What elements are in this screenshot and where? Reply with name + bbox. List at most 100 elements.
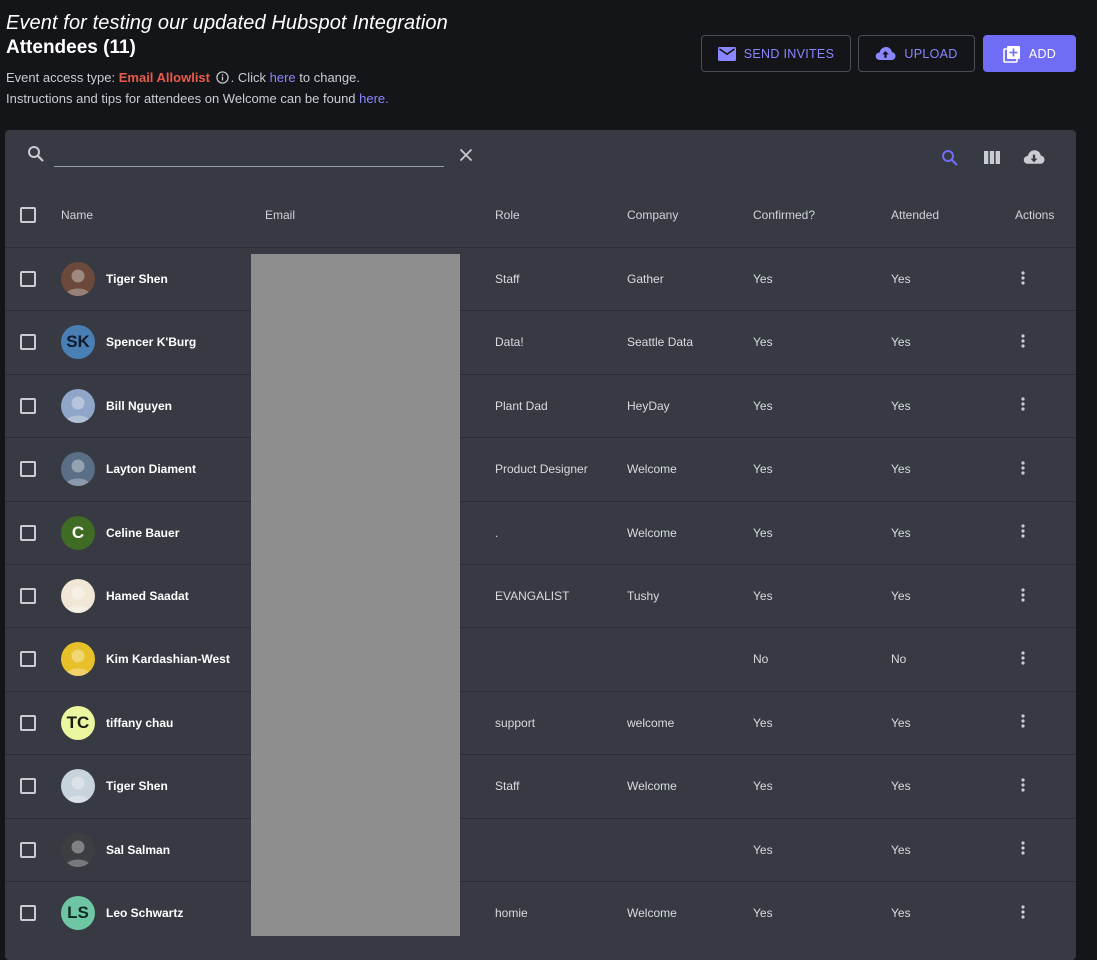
row-actions-button[interactable] [1021, 819, 1025, 881]
name-cell: Sal Salman [61, 819, 170, 881]
search-input[interactable] [54, 142, 444, 167]
avatar-photo [61, 642, 95, 677]
role-cell: Product Designer [495, 462, 588, 477]
attended-cell: Yes [891, 335, 911, 350]
table-row[interactable]: Hamed Saadat EVANGALIST Tushy Yes Yes [5, 564, 1076, 627]
table-row[interactable]: Layton Diament Product Designer Welcome Yes… [5, 437, 1076, 500]
attendee-name: Leo Schwartz [106, 906, 184, 920]
search-toolbar-icon[interactable] [941, 149, 959, 172]
confirmed-cell: Yes [753, 589, 773, 603]
more-vertical-icon [1021, 461, 1025, 478]
header-company[interactable]: Company [627, 208, 679, 222]
table-row[interactable]: Kim Kardashian-West No No [5, 627, 1076, 690]
attended-cell: Yes [891, 589, 911, 603]
upload-button[interactable]: UPLOAD [858, 35, 975, 72]
row-checkbox[interactable] [20, 334, 36, 351]
table-row[interactable]: C Celine Bauer. Welcome Yes Yes [5, 500, 1076, 564]
attendee-name: Spencer K'Burg [106, 335, 197, 350]
select-all-checkbox[interactable] [20, 207, 36, 223]
row-actions-button[interactable] [1021, 692, 1025, 754]
row-checkbox[interactable] [20, 841, 36, 858]
attendee-name: Sal Salman [106, 842, 171, 857]
name-cell: Tiger Shen [61, 755, 168, 817]
row-actions-button[interactable] [1021, 628, 1025, 690]
confirmed-cell: Yes [753, 398, 773, 413]
row-actions-button[interactable] [1021, 502, 1025, 564]
header-confirmed[interactable]: Confirmed? [753, 208, 816, 222]
email-redaction-block [251, 254, 460, 936]
row-checkbox-cell [20, 502, 36, 564]
table-row[interactable]: SK Spencer K'Burg Data! Seattle Data Yes Yes [5, 310, 1076, 373]
table-row[interactable]: Bill Nguyen Plant Dad HeyDay Yes Yes [5, 373, 1076, 437]
confirmed-cell: Yes [753, 842, 773, 857]
change-access-link[interactable]: here [269, 70, 296, 85]
info-icon[interactable] [215, 71, 229, 84]
name-cell: Hamed Saadat [61, 565, 189, 627]
name-cell: Kim Kardashian-West [61, 628, 230, 690]
row-checkbox-cell [20, 248, 36, 310]
confirmed-cell: Yes [753, 272, 773, 286]
confirmed-cell: Yes [753, 525, 773, 540]
columns-icon[interactable] [984, 151, 1000, 169]
avatar: SK [61, 325, 95, 360]
company-cell: HeyDay [627, 398, 670, 413]
row-checkbox[interactable] [20, 778, 36, 795]
attendee-name: Celine Bauer [106, 525, 180, 540]
confirmed-cell: Yes [753, 779, 773, 794]
confirmed-cell: Yes [753, 906, 773, 920]
avatar: TC [61, 705, 95, 740]
row-actions-button[interactable] [1021, 565, 1025, 627]
table-row[interactable]: Tiger Shen Staff Gather Yes Yes [5, 247, 1076, 310]
company-cell: Welcome [627, 525, 677, 540]
row-actions-button[interactable] [1021, 248, 1025, 310]
table-row[interactable]: Sal Salman Yes Yes [5, 817, 1076, 881]
row-actions-button[interactable] [1021, 375, 1025, 437]
row-checkbox[interactable] [20, 905, 36, 921]
row-checkbox[interactable] [20, 524, 36, 541]
row-checkbox[interactable] [20, 714, 36, 731]
header-email[interactable]: Email [265, 208, 296, 222]
row-checkbox[interactable] [20, 271, 36, 287]
company-cell: Welcome [627, 462, 677, 477]
role-cell: homie [495, 906, 528, 920]
more-vertical-icon [1021, 904, 1025, 922]
click-text: . Click [230, 70, 270, 85]
name-cell: Tiger Shen [61, 248, 168, 310]
role-cell: support [495, 715, 536, 730]
attended-cell: Yes [891, 715, 911, 730]
attended-cell: Yes [891, 272, 911, 286]
more-vertical-icon [1021, 397, 1025, 414]
table-row[interactable]: TC tiffany chau support welcome Yes Yes [5, 690, 1076, 754]
attendee-name: tiffany chau [106, 715, 174, 730]
add-button[interactable]: ADD [983, 35, 1076, 72]
row-actions-button[interactable] [1021, 311, 1025, 373]
confirmed-cell: Yes [753, 335, 773, 350]
more-vertical-icon [1021, 334, 1025, 351]
send-invites-button[interactable]: SEND INVITES [701, 35, 851, 72]
mail-icon [717, 46, 736, 61]
row-actions-button[interactable] [1021, 882, 1025, 944]
close-icon[interactable] [459, 148, 473, 167]
role-cell: . [495, 525, 499, 540]
confirmed-cell: No [753, 652, 769, 667]
row-actions-button[interactable] [1021, 755, 1025, 817]
table-row[interactable]: Tiger Shen Staff Welcome Yes Yes [5, 754, 1076, 817]
row-checkbox[interactable] [20, 461, 36, 478]
more-vertical-icon [1021, 778, 1025, 795]
row-actions-button[interactable] [1021, 438, 1025, 500]
company-cell: Welcome [627, 906, 677, 920]
name-cell: TC tiffany chau [61, 692, 173, 754]
instructions-link[interactable]: here. [359, 91, 389, 106]
header-attended[interactable]: Attended [891, 208, 940, 222]
row-checkbox[interactable] [20, 397, 36, 414]
row-checkbox[interactable] [20, 588, 36, 604]
search-icon [27, 145, 45, 168]
avatar-initials: TC [66, 712, 90, 732]
table-row[interactable]: LS Leo Schwartz homie Welcome Yes Yes [5, 881, 1076, 944]
header-name[interactable]: Name [61, 208, 94, 222]
avatar: C [61, 515, 95, 550]
cloud-download-icon[interactable] [1023, 149, 1045, 170]
header-role[interactable]: Role [495, 208, 520, 222]
row-checkbox-cell [20, 755, 36, 817]
row-checkbox[interactable] [20, 651, 36, 668]
